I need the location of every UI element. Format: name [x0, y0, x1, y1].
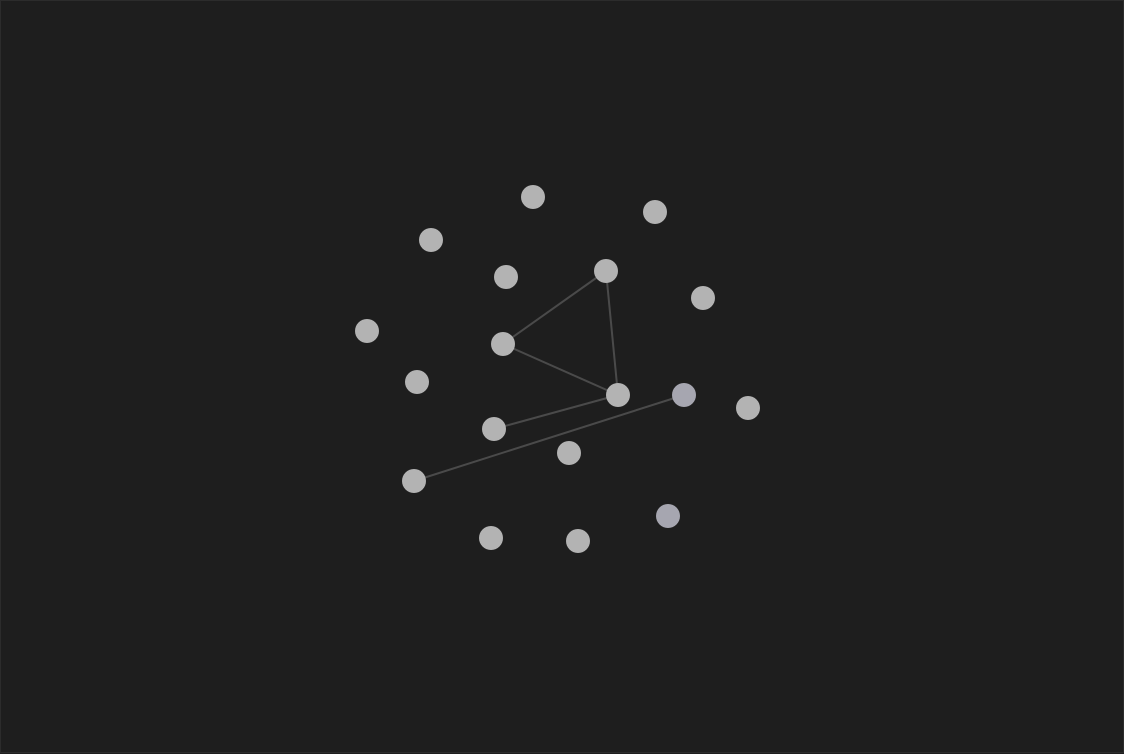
graph-node[interactable] [405, 370, 429, 394]
graph-node[interactable] [672, 383, 696, 407]
graph-node[interactable] [355, 319, 379, 343]
graph-node[interactable] [402, 469, 426, 493]
graph-node[interactable] [643, 200, 667, 224]
graph-node[interactable] [736, 396, 760, 420]
graph-node[interactable] [691, 286, 715, 310]
graph-node[interactable] [557, 441, 581, 465]
graph-edge [502, 270, 607, 345]
graph-node[interactable] [566, 529, 590, 553]
graph-node[interactable] [656, 504, 680, 528]
graph-node[interactable] [419, 228, 443, 252]
graph-node[interactable] [494, 265, 518, 289]
graph-edge [502, 343, 619, 396]
graph-edge [413, 394, 685, 482]
node-layer [355, 185, 760, 553]
graph-node[interactable] [479, 526, 503, 550]
graph-node[interactable] [606, 383, 630, 407]
graph-node[interactable] [482, 417, 506, 441]
graph-node[interactable] [594, 259, 618, 283]
edge-layer [413, 270, 685, 482]
graph-node[interactable] [491, 332, 515, 356]
graph-edge [605, 270, 619, 396]
graph-edge [493, 394, 619, 430]
graph-node[interactable] [521, 185, 545, 209]
